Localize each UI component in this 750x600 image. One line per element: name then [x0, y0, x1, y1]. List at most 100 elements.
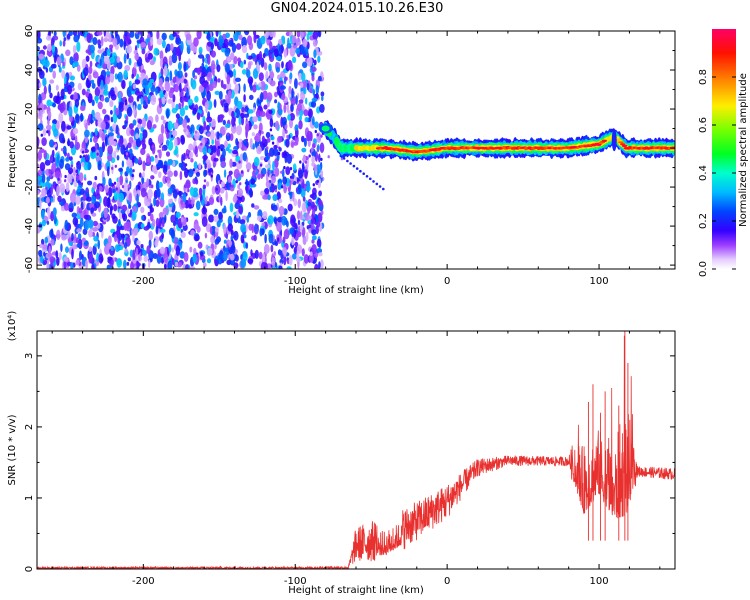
noise-speckle [79, 155, 82, 159]
noise-speckle [141, 215, 144, 221]
noise-speckle [294, 222, 298, 229]
noise-speckle [277, 179, 283, 184]
noise-speckle [372, 180, 375, 183]
noise-speckle [201, 82, 208, 88]
noise-speckle [375, 182, 379, 186]
noise-speckle [98, 146, 103, 158]
noise-speckle [196, 67, 201, 76]
noise-speckle [318, 31, 322, 38]
noise-speckle [150, 184, 154, 189]
x-tick-label: -200 [132, 276, 155, 287]
noise-speckle [107, 235, 112, 245]
signal-band-mark [601, 139, 608, 142]
noise-speckle [104, 184, 109, 193]
noise-speckle [243, 83, 246, 93]
noise-speckle [307, 206, 311, 215]
noise-speckle [249, 84, 253, 91]
noise-speckle [110, 65, 115, 75]
noise-speckle [183, 78, 187, 84]
noise-speckle [171, 214, 176, 223]
noise-speckle [81, 237, 86, 242]
noise-speckle [365, 175, 369, 178]
noise-speckle [244, 31, 248, 34]
noise-speckle [162, 119, 167, 125]
noise-speckle [211, 139, 215, 145]
noise-speckle [211, 185, 216, 195]
noise-speckle [261, 135, 265, 144]
noise-speckle [165, 151, 171, 157]
noise-speckle [213, 208, 219, 215]
noise-speckle [158, 97, 162, 109]
noise-speckle [217, 78, 221, 83]
noise-speckle [259, 156, 266, 161]
noise-speckle [65, 182, 70, 193]
noise-speckle [155, 114, 159, 123]
noise-speckle [179, 107, 186, 117]
noise-speckle [291, 253, 297, 260]
noise-speckle [174, 261, 179, 267]
noise-speckle [218, 144, 225, 150]
noise-speckle [135, 247, 139, 257]
noise-speckle [43, 59, 50, 68]
noise-speckle [226, 74, 231, 85]
noise-speckle [72, 193, 76, 203]
noise-speckle [55, 96, 61, 105]
noise-speckle [56, 56, 62, 66]
noise-speckle [155, 217, 160, 227]
noise-speckle [216, 131, 220, 140]
noise-speckle [49, 154, 54, 164]
noise-speckle [258, 50, 263, 62]
noise-speckle [173, 170, 178, 177]
noise-speckle [298, 72, 303, 81]
noise-speckle [287, 37, 290, 47]
noise-speckle [134, 53, 139, 61]
noise-speckle [286, 135, 289, 139]
noise-speckle [129, 167, 133, 177]
noise-speckle [148, 137, 153, 146]
noise-speckle [92, 220, 99, 227]
noise-speckle [273, 144, 278, 150]
noise-speckle [241, 106, 245, 113]
noise-speckle [126, 127, 131, 137]
noise-speckle [236, 199, 242, 204]
noise-speckle [97, 49, 103, 54]
noise-speckle [222, 148, 226, 158]
noise-speckle [121, 79, 126, 90]
noise-speckle [278, 146, 281, 150]
noise-speckle [300, 31, 304, 39]
noise-speckle [243, 113, 249, 118]
noise-speckle [166, 109, 170, 119]
noise-speckle [143, 100, 147, 107]
noise-speckle [210, 174, 213, 178]
noise-speckle [100, 36, 104, 47]
noise-speckle [189, 127, 193, 135]
noise-speckle [262, 211, 268, 220]
noise-speckle [173, 83, 180, 93]
noise-speckle [108, 33, 112, 43]
noise-speckle [142, 171, 145, 179]
noise-speckle [49, 256, 56, 264]
noise-speckle [99, 58, 102, 67]
noise-speckle [88, 74, 92, 81]
noise-speckle [85, 78, 92, 89]
noise-speckle [34, 132, 36, 135]
noise-speckle [172, 94, 176, 103]
noise-speckle [155, 154, 158, 159]
noise-speckle [195, 153, 198, 158]
noise-speckle [147, 188, 153, 199]
noise-speckle [159, 144, 162, 149]
noise-speckle [202, 145, 208, 155]
noise-speckle [312, 31, 319, 40]
noise-speckle [46, 189, 52, 198]
colorbar: 0.0 0.2 0.4 0.6 0.8 Normalized spectral ampl… [698, 29, 749, 277]
noise-speckle [81, 88, 86, 96]
noise-speckle [91, 99, 95, 107]
noise-speckle [243, 59, 246, 65]
noise-speckle [64, 174, 67, 179]
noise-speckle [214, 38, 218, 47]
noise-speckle [104, 136, 108, 147]
noise-speckle [140, 147, 146, 156]
noise-speckle [289, 180, 292, 184]
signal-band-mark [622, 144, 628, 148]
